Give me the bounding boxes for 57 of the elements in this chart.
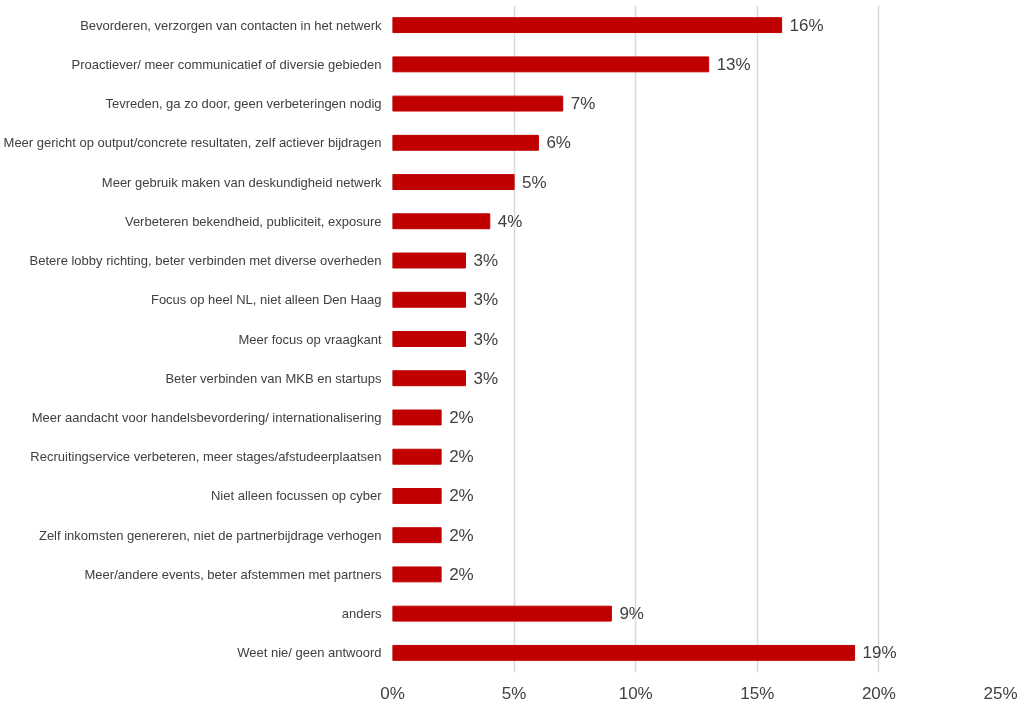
x-tick-label: 20% [861,683,896,703]
data-label: 7% [570,94,596,114]
data-label: 9% [619,604,644,624]
data-label: 2% [449,564,474,584]
data-label: 6% [546,133,571,153]
y-tick-label: Recruitingservice verbeteren, meer stages/afstudeerplaatsen [30,449,382,465]
bar [392,213,491,230]
data-label: 13% [716,54,751,74]
data-label: 3% [473,290,499,310]
bar [392,487,442,504]
x-tick-label: 0% [380,683,405,703]
bar [392,134,539,151]
bar [392,174,515,191]
y-tick-label: Tevreden, ga zo door, geen verbeteringen nodig [105,96,382,112]
bar [392,409,442,426]
data-label: 2% [449,525,474,545]
bar [392,370,466,387]
data-label: 5% [522,172,547,192]
bar [392,566,442,583]
y-tick-label: Meer focus op vraagkant [238,331,382,347]
y-tick-label: anders [341,606,382,622]
y-tick-label: Meer aandacht voor handelsbevordering/ internationalisering [31,409,382,425]
data-label: 2% [449,486,474,506]
x-tick-label: 10% [618,683,653,703]
y-tick-label: Focus op heel NL, niet alleen Den Haag [150,292,382,308]
x-tick-label: 25% [983,683,1018,703]
y-tick-label: Meer/andere events, beter afstemmen met partners [84,566,382,582]
data-label: 3% [473,329,499,349]
y-tick-label: Zelf inkomsten genereren, niet de partnerbijdrage verhogen [38,527,382,543]
bar [392,17,783,34]
x-tick-label: 15% [740,683,775,703]
y-tick-label: Proactiever/ meer communicatief of diversie gebieden [71,56,382,72]
bar [392,56,710,73]
y-tick-label: Bevorderen, verzorgen van contacten in het netwerk [80,17,382,33]
data-label: 3% [473,251,499,271]
bar [392,95,564,112]
y-tick-label: Verbeteren bekendheid, publiciteit, exposure [124,213,382,229]
bar [392,291,466,308]
data-label: 2% [449,407,474,427]
bar [392,448,442,465]
data-label: 16% [789,15,824,35]
bar [392,252,466,269]
data-label: 3% [473,368,499,388]
x-tick-label: 5% [501,683,527,703]
data-label: 4% [497,211,523,231]
y-tick-label: Meer gericht op output/concrete resultaten, zelf actiever bijdragen [3,135,382,151]
y-tick-label: Beter verbinden van MKB en startups [165,370,382,386]
y-tick-label: Weet nie/ geen antwoord [237,645,382,661]
y-tick-label: Betere lobby richting, beter verbinden met diverse overheden [29,253,382,269]
bar [392,527,442,544]
data-label: 2% [449,447,474,467]
data-label: 19% [862,643,897,663]
y-tick-label: Meer gebruik maken van deskundigheid netwerk [101,174,382,190]
bar [392,644,856,661]
y-tick-label: Niet alleen focussen op cyber [210,488,383,504]
bar [392,331,466,347]
bar [392,605,612,622]
